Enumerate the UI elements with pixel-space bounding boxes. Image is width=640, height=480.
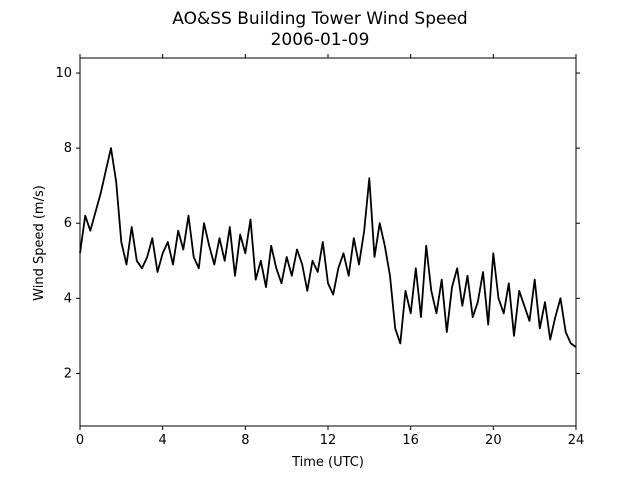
x-tick-label-12: 12 <box>320 433 337 448</box>
y-tick-label-4: 4 <box>64 291 72 306</box>
x-tick-label-16: 16 <box>402 433 419 448</box>
y-axis-label: Wind Speed (m/s) <box>32 185 47 301</box>
x-tick-label-24: 24 <box>568 433 585 448</box>
x-tick-label-8: 8 <box>241 433 249 448</box>
chart-subtitle: 2006-01-09 <box>271 30 370 50</box>
chart-title: AO&SS Building Tower Wind Speed <box>172 9 467 29</box>
x-tick-label-4: 4 <box>159 433 167 448</box>
y-tick-label-2: 2 <box>64 366 72 381</box>
series-line-0 <box>79 147 577 348</box>
y-tick-label-8: 8 <box>64 141 72 156</box>
y-tick-label-6: 6 <box>64 216 72 231</box>
plot-frame <box>79 57 577 427</box>
x-tick-label-20: 20 <box>485 433 502 448</box>
y-tick-label-10: 10 <box>55 66 72 81</box>
x-axis-label: Time (UTC) <box>291 455 364 470</box>
x-tick-label-0: 0 <box>76 433 84 448</box>
